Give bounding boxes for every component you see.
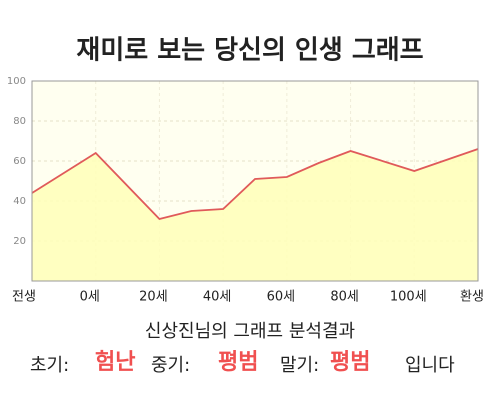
area bbox=[32, 149, 478, 281]
x-tick-label: 0세 bbox=[80, 290, 100, 305]
x-tick-label: 80세 bbox=[330, 290, 359, 305]
line bbox=[31, 148, 479, 220]
x-tick-label: 환생 bbox=[460, 290, 484, 305]
early-result: 험난 bbox=[95, 349, 135, 375]
x-tick-label: 40세 bbox=[203, 290, 232, 305]
late-result: 평범 bbox=[330, 350, 370, 375]
middle-result: 평범 bbox=[218, 350, 258, 375]
y-tick-label: 60 bbox=[13, 156, 26, 167]
y-tick-label: 80 bbox=[13, 116, 26, 127]
chart-title: 재미로 보는 당신의 인생 그래프 bbox=[76, 36, 423, 66]
plot-frame bbox=[31, 80, 479, 282]
x-tick-label: 100세 bbox=[390, 290, 427, 305]
y-tick-label: 20 bbox=[13, 236, 26, 247]
x-tick-label: 전생 bbox=[12, 290, 36, 305]
y-tick-label: 100 bbox=[7, 76, 26, 87]
x-tick-label: 20세 bbox=[139, 290, 168, 305]
analysis-line: 초기: 험난 중기: 평범 말기: 평범 입니다 bbox=[30, 349, 455, 376]
ending: 입니다 bbox=[405, 355, 455, 376]
x-tick-label: 60세 bbox=[267, 290, 296, 305]
early-label: 초기: bbox=[30, 355, 69, 376]
late-label: 말기: bbox=[280, 355, 319, 376]
y-tick-label: 40 bbox=[13, 196, 26, 207]
middle-label: 중기: bbox=[151, 355, 190, 376]
analysis-heading: 신상진님의 그래프 분석결과 bbox=[145, 321, 355, 342]
